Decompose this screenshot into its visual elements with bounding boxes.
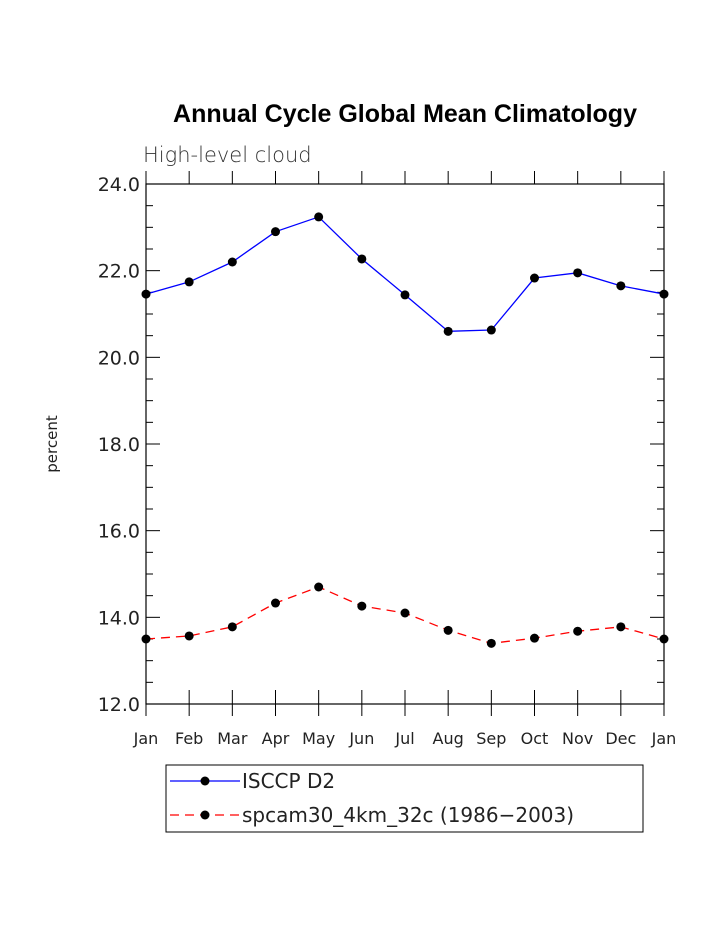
chart-subtitle: High-level cloud xyxy=(143,143,312,167)
series-layer xyxy=(141,212,669,648)
data-point xyxy=(443,326,453,336)
data-point xyxy=(271,598,280,608)
legend-label-spcam: spcam30_4km_32c (1986−2003) xyxy=(242,803,574,827)
y-tick-label: 14.0 xyxy=(98,607,140,629)
x-tick-label: Oct xyxy=(521,729,549,748)
data-point xyxy=(357,254,367,264)
x-tick-label: Sep xyxy=(476,729,506,748)
data-point xyxy=(184,631,194,641)
y-axis-label: percent xyxy=(43,415,61,473)
y-tick-label: 20.0 xyxy=(98,347,140,369)
plot-area xyxy=(145,183,665,705)
data-point xyxy=(486,325,496,335)
y-tick-label: 24.0 xyxy=(98,174,140,196)
y-tick-label: 16.0 xyxy=(98,521,140,543)
x-tick-label: Jul xyxy=(394,729,414,748)
legend-marker-spcam xyxy=(200,810,210,820)
x-tick-label: Apr xyxy=(262,729,290,748)
x-tick-label: Jan xyxy=(133,729,159,748)
data-point xyxy=(184,277,194,287)
data-point xyxy=(141,634,151,644)
legend-marker-isccp xyxy=(200,776,210,786)
y-axis: 12.0 14.0 16.0 18.0 20.0 22.0 24.0 xyxy=(98,174,664,716)
y-tick-label: 12.0 xyxy=(98,694,140,716)
y-tick-label: 18.0 xyxy=(98,434,140,456)
legend-box xyxy=(165,764,644,833)
x-tick-label: Aug xyxy=(433,729,464,748)
chart-title: Annual Cycle Global Mean Climatology xyxy=(173,100,637,128)
data-point xyxy=(314,212,324,222)
x-tick-label: Nov xyxy=(562,729,593,748)
data-point xyxy=(271,227,280,237)
x-axis: Jan Feb Mar Apr May Jun Jul Aug Sep Oct Nov Dec Jan xyxy=(133,171,677,748)
data-point xyxy=(616,622,626,632)
data-point xyxy=(357,601,367,611)
x-tick-label: Dec xyxy=(605,729,636,748)
x-tick-label: Feb xyxy=(175,729,203,748)
x-tick-label: Jun xyxy=(348,729,374,748)
data-point xyxy=(400,290,410,300)
data-point xyxy=(486,638,496,648)
y-tick-label: 22.0 xyxy=(98,261,140,283)
data-point xyxy=(400,608,410,618)
x-tick-label: Jan xyxy=(651,729,677,748)
data-point xyxy=(573,268,583,278)
data-point xyxy=(314,582,324,592)
x-tick-label: May xyxy=(302,729,335,748)
legend-label-isccp: ISCCP D2 xyxy=(242,769,335,793)
data-point xyxy=(443,625,453,635)
data-point xyxy=(227,622,237,632)
data-point xyxy=(530,273,539,283)
data-point xyxy=(573,626,583,636)
data-point xyxy=(227,257,237,267)
data-point xyxy=(659,289,669,299)
data-point xyxy=(141,289,151,299)
legend: ISCCP D2 spcam30_4km_32c (1986−2003) xyxy=(165,764,644,833)
series-line-0 xyxy=(145,216,665,332)
x-tick-label: Mar xyxy=(217,729,248,748)
data-point xyxy=(659,634,669,644)
data-point xyxy=(530,633,539,643)
data-point xyxy=(616,281,626,291)
